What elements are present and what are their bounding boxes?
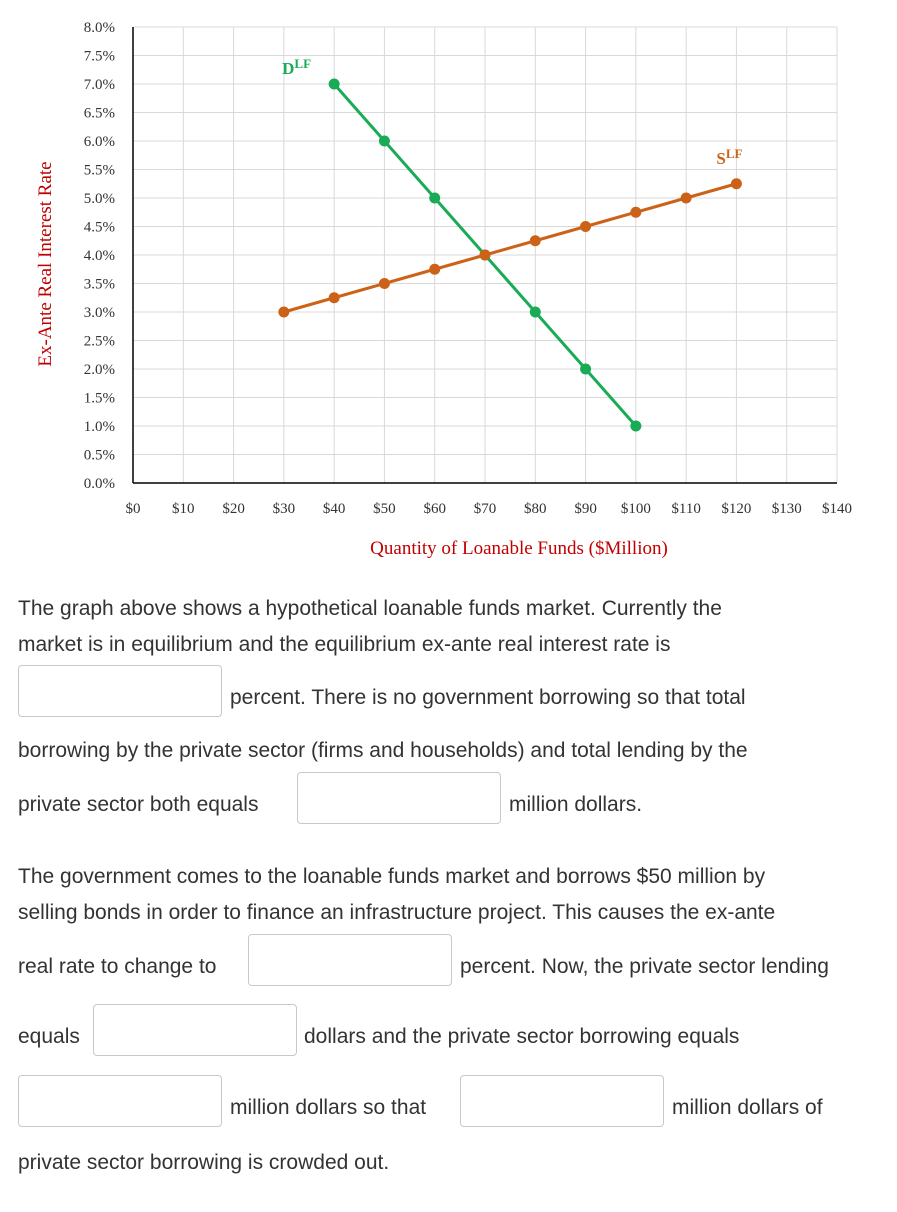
y-tick-label: 3.0%	[84, 305, 115, 321]
slf-point	[580, 221, 592, 232]
y-tick-label: 8.0%	[84, 20, 115, 36]
q-p1-line5-before: private sector both equals	[18, 793, 259, 816]
x-tick-label: $140	[822, 501, 852, 517]
loanable-funds-chart: 0.0% 0.5% 1.0% 1.5% 2.0% 2.5% 3.0% 3.5% 4.0% 4.5%…	[35, 20, 853, 559]
y-axis-ticks: 0.0% 0.5% 1.0% 1.5% 2.0% 2.5% 3.0% 3.5% 4.0% 4.5%…	[84, 20, 115, 492]
dlf-point	[378, 135, 390, 147]
q-p1-line3: percent. There is no government borrowin…	[230, 686, 746, 709]
x-tick-label: $120	[721, 501, 751, 517]
slf-point	[630, 206, 642, 218]
new-rate-input[interactable]	[248, 934, 452, 986]
slf-line	[283, 182, 737, 314]
chart-axes	[132, 27, 837, 484]
q-p1-line4: borrowing by the private sector (firms a…	[18, 739, 748, 762]
q-p1-line2: market is in equilibrium and the equilib…	[18, 633, 671, 656]
slf-point	[378, 278, 390, 289]
x-tick-label: $80	[524, 501, 547, 517]
y-tick-label: 3.5%	[84, 277, 115, 293]
y-tick-label: 2.0%	[84, 362, 115, 378]
x-tick-label: $110	[671, 501, 700, 517]
x-tick-label: $50	[373, 501, 396, 517]
crowded-out-input[interactable]	[460, 1075, 664, 1127]
dlf-label: DLF	[282, 56, 311, 78]
private-lending-input[interactable]	[93, 1004, 297, 1056]
private-borrowing-input[interactable]	[18, 1075, 222, 1127]
q-p2-line3-before: real rate to change to	[18, 955, 217, 978]
y-tick-label: 1.0%	[84, 419, 115, 435]
y-tick-label: 5.0%	[84, 191, 115, 207]
chart-series: DLF SLF	[278, 56, 743, 432]
q-p2-line5-middle: million dollars so that	[230, 1096, 427, 1119]
q-p1-line1: The graph above shows a hypothetical loa…	[18, 597, 722, 620]
q-p2-line1: The government comes to the loanable fun…	[18, 865, 766, 888]
slf-point	[479, 249, 491, 261]
x-tick-label: $40	[323, 501, 346, 517]
q-p2-line2: selling bonds in order to finance an inf…	[18, 901, 776, 924]
equilibrium-rate-input[interactable]	[18, 665, 222, 717]
x-axis-label: Quantity of Loanable Funds ($Million)	[370, 538, 668, 559]
slf-point	[328, 292, 340, 304]
equilibrium-quantity-input[interactable]	[297, 772, 501, 824]
y-tick-label: 6.0%	[84, 134, 115, 150]
y-tick-label: 5.5%	[84, 163, 115, 179]
slf-label: SLF	[716, 146, 742, 168]
x-tick-label: $30	[273, 501, 296, 517]
y-tick-label: 0.5%	[84, 448, 115, 464]
slf-point	[529, 235, 541, 247]
x-tick-label: $20	[222, 501, 245, 517]
q-p2-line3-after: percent. Now, the private sector lending	[460, 955, 829, 978]
y-tick-label: 2.5%	[84, 334, 115, 350]
q-p2-line5-after: million dollars of	[672, 1096, 823, 1119]
chart-grid	[133, 26, 838, 483]
slf-point	[429, 263, 441, 275]
dlf-point	[580, 363, 592, 375]
x-tick-label: $60	[423, 501, 446, 517]
slf-point	[278, 306, 290, 318]
q-p1-line5-after: million dollars.	[509, 793, 643, 816]
x-tick-label: $0	[126, 501, 141, 517]
x-tick-label: $130	[772, 501, 802, 517]
dlf-point	[630, 420, 642, 432]
dlf-point	[429, 192, 441, 204]
x-tick-label: $100	[621, 501, 651, 517]
y-tick-label: 4.5%	[84, 220, 115, 236]
y-axis-label: Ex-Ante Real Interest Rate	[35, 161, 56, 366]
q-p2-line6: private sector borrowing is crowded out.	[18, 1151, 390, 1174]
y-tick-label: 7.5%	[84, 49, 115, 65]
y-tick-label: 4.0%	[84, 248, 115, 264]
y-tick-label: 6.5%	[84, 106, 115, 122]
q-p2-line4-before: equals	[18, 1025, 80, 1048]
x-axis-ticks: $0 $10 $20 $30 $40 $50 $60 $70 $80 $90 $100 $110 $12…	[126, 501, 853, 517]
slf-point	[680, 192, 692, 204]
x-tick-label: $10	[172, 501, 195, 517]
y-tick-label: 7.0%	[84, 77, 115, 93]
q-p2-line4-after: dollars and the private sector borrowing…	[304, 1025, 740, 1048]
dlf-point	[328, 78, 340, 90]
x-tick-label: $70	[474, 501, 497, 517]
x-tick-label: $90	[574, 501, 597, 517]
dlf-point	[529, 306, 541, 318]
y-tick-label: 0.0%	[84, 476, 115, 492]
y-tick-label: 1.5%	[84, 391, 115, 407]
slf-point	[730, 178, 742, 190]
